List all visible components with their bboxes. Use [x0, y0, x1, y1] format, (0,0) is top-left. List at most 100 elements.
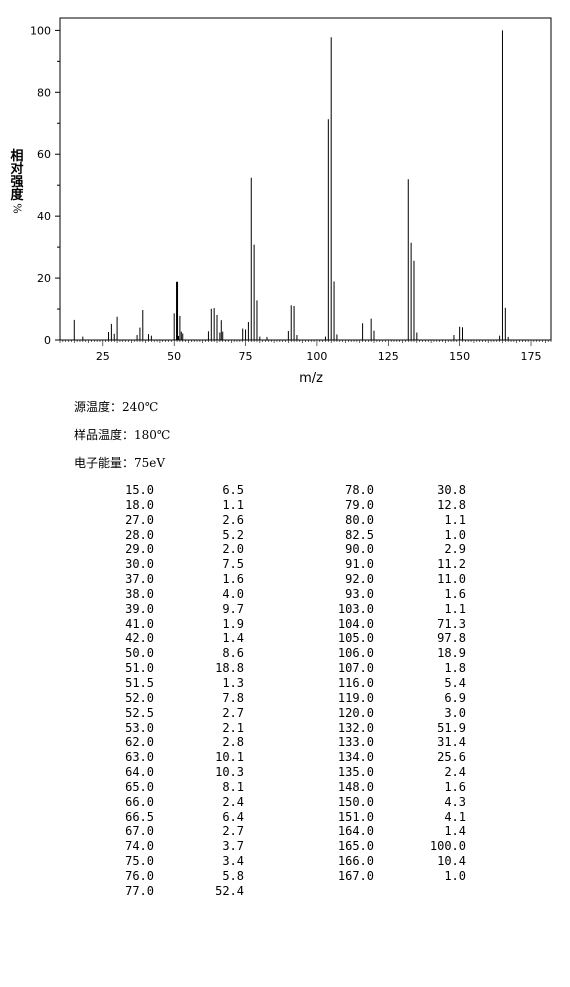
plot-border — [59, 17, 552, 341]
mz-value: 132.0 — [337, 720, 374, 735]
intensity-value: 2.4 — [444, 765, 466, 780]
y-tick-label: 80 — [37, 86, 51, 99]
mz-value: 78.0 — [345, 483, 374, 497]
mz-value: 41.0 — [125, 616, 154, 631]
mz-value: 107.0 — [337, 661, 374, 676]
mass-spectrum-chart: 0 20 40 60 80 100 25 50 75 100 125 150 175 m/z — [30, 17, 552, 386]
y-axis-label-char: 度 — [10, 188, 24, 203]
mz-value: 63.0 — [125, 750, 154, 765]
intensity-value: 8.6 — [222, 646, 244, 661]
mz-value: 66.0 — [125, 794, 154, 809]
intensity-value: 6.9 — [444, 690, 466, 705]
mz-value: 37.0 — [125, 572, 154, 587]
mz-value: 135.0 — [337, 765, 374, 780]
intensity-value: 71.3 — [437, 616, 466, 631]
intensity-value: 1.0 — [444, 527, 466, 542]
mz-value: 67.0 — [125, 824, 154, 839]
intensity-value: 30.8 — [437, 483, 466, 497]
y-axis-label-char: 相 — [10, 149, 24, 164]
intensity-value: 8.1 — [222, 779, 244, 794]
intensity-value: 3.4 — [222, 854, 244, 869]
mz-value: 148.0 — [337, 779, 374, 794]
intensity-value: 5.4 — [444, 675, 466, 690]
x-axis-label: m/z — [299, 371, 323, 386]
mz-value: 28.0 — [125, 527, 154, 542]
mz-value: 65.0 — [125, 779, 154, 794]
intensity-value: 2.7 — [222, 824, 244, 839]
mz-value: 90.0 — [345, 542, 374, 557]
intensity-value: 9.7 — [222, 601, 244, 616]
mz-value: 134.0 — [337, 750, 374, 765]
mz-value: 116.0 — [337, 675, 374, 690]
mz-value: 64.0 — [125, 765, 154, 780]
intensity-value: 1.6 — [222, 572, 244, 587]
mz-value: 106.0 — [337, 646, 374, 661]
x-tick-label: 125 — [378, 350, 399, 363]
intensity-value: 2.9 — [444, 542, 466, 557]
mz-value: 151.0 — [337, 809, 374, 824]
y-axis-label-char: % — [10, 203, 24, 214]
y-axis-label-char: 强 — [10, 175, 24, 190]
mz-value: 62.0 — [125, 735, 154, 750]
mz-value: 120.0 — [337, 705, 374, 720]
intensity-value: 12.8 — [437, 497, 466, 512]
intensity-value: 1.8 — [444, 661, 466, 676]
spectrum-peaks — [73, 30, 509, 340]
mz-value: 76.0 — [125, 868, 154, 883]
x-tick-label: 75 — [239, 350, 253, 363]
mz-value: 30.0 — [125, 557, 154, 572]
mz-value: 74.0 — [125, 839, 154, 854]
intensity-value: 1.3 — [222, 675, 244, 690]
intensity-value: 1.1 — [222, 497, 244, 512]
mz-value: 119.0 — [337, 690, 374, 705]
intensity-value: 10.1 — [215, 750, 244, 765]
x-axis: 25 50 75 100 125 150 175 — [59, 340, 552, 363]
source-temperature: 源温度：240℃ — [74, 400, 159, 414]
mz-value: 66.5 — [125, 809, 154, 824]
intensity-value: 100.0 — [429, 839, 466, 854]
mz-value: 50.0 — [125, 646, 154, 661]
intensity-value: 6.4 — [222, 809, 244, 824]
intensity-value: 4.1 — [444, 809, 466, 824]
mz-value: 80.0 — [345, 512, 374, 527]
intensity-value: 4.3 — [444, 794, 466, 809]
plot-frame — [59, 17, 552, 341]
intensity-value: 3.0 — [444, 705, 466, 720]
mz-value: 29.0 — [125, 542, 154, 557]
intensity-value: 2.7 — [222, 705, 244, 720]
intensity-value: 1.6 — [444, 586, 466, 601]
y-axis-label: 相对强度% — [9, 150, 25, 215]
intensity-value: 10.4 — [437, 854, 466, 869]
intensity-value: 18.9 — [437, 646, 466, 661]
electron-energy: 电子能量：75eV — [74, 456, 166, 470]
intensity-value: 2.4 — [222, 794, 244, 809]
x-tick-label: 100 — [306, 350, 327, 363]
intensity-value: 10.3 — [215, 765, 244, 780]
y-axis-label-char: 对 — [10, 162, 24, 177]
mz-value: 15.0 — [125, 483, 154, 497]
mz-value: 82.5 — [345, 527, 374, 542]
intensity-value: 5.2 — [222, 527, 244, 542]
intensity-value: 1.9 — [222, 616, 244, 631]
mz-value: 167.0 — [337, 868, 374, 883]
mz-value: 104.0 — [337, 616, 374, 631]
mz-value: 27.0 — [125, 512, 154, 527]
intensity-value: 1.1 — [444, 601, 466, 616]
intensity-value: 2.1 — [222, 720, 244, 735]
mz-value: 91.0 — [345, 557, 374, 572]
y-tick-label: 100 — [30, 24, 51, 37]
intensity-value: 5.8 — [222, 868, 244, 883]
y-tick-label: 0 — [44, 334, 51, 347]
x-tick-label: 25 — [96, 350, 110, 363]
mz-value: 93.0 — [345, 586, 374, 601]
intensity-value: 11.0 — [437, 572, 466, 587]
mz-value: 77.0 — [125, 883, 154, 898]
intensity-value: 6.5 — [222, 483, 244, 497]
intensity-value: 2.0 — [222, 542, 244, 557]
mz-value: 52.5 — [125, 705, 154, 720]
y-tick-label: 20 — [37, 272, 51, 285]
intensity-value: 1.4 — [222, 631, 244, 646]
mz-value: 52.0 — [125, 690, 154, 705]
mz-value: 166.0 — [337, 854, 374, 869]
y-tick-label: 60 — [37, 148, 51, 161]
